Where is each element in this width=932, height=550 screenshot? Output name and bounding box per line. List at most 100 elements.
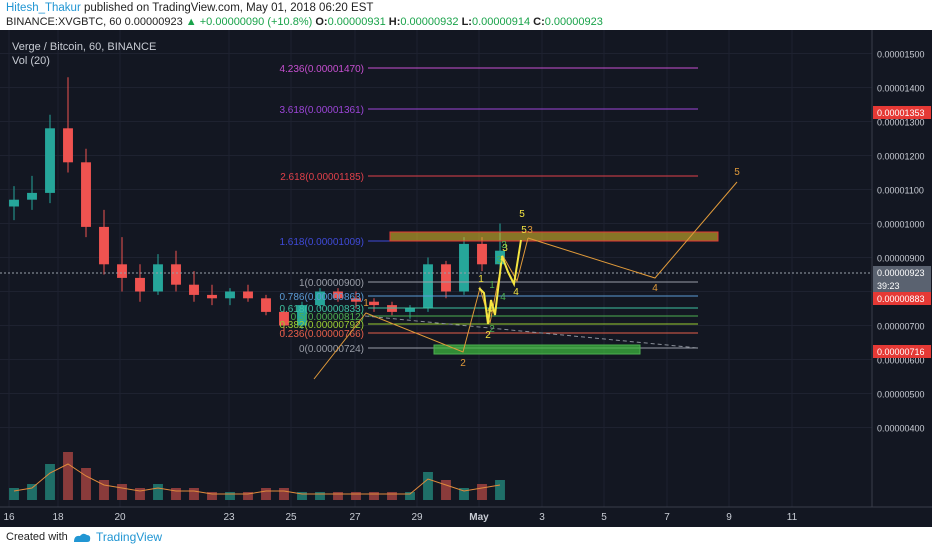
chart-header: Hitesh_Thakur published on TradingView.c…	[0, 0, 932, 30]
time-tick-label: 18	[52, 512, 64, 523]
fib-level-label: 4.236(0.00001470)	[279, 64, 364, 75]
time-tick-label: 5	[601, 512, 607, 523]
volume-bar	[387, 492, 397, 500]
volume-bar	[261, 488, 271, 500]
candle-body	[99, 226, 109, 265]
price-tag-label: 0.00000716	[877, 347, 925, 357]
price-tick-label: 0.00000900	[877, 254, 925, 264]
time-tick-label: 25	[285, 512, 297, 523]
fib-level-label: 0.382(0.00000792)	[279, 320, 364, 331]
fib-level-label: 1(0.00000900)	[299, 278, 364, 289]
wave-label: 1	[363, 298, 369, 309]
resistance-zone	[389, 231, 719, 242]
wave-label: 5	[519, 209, 525, 220]
time-tick-label: 11	[787, 512, 798, 523]
candle-body	[333, 291, 343, 299]
volume-bar	[441, 480, 451, 500]
wave-label: 1	[478, 274, 484, 285]
wave-label: 3	[502, 243, 508, 254]
candle-body	[477, 243, 487, 265]
volume-bar	[243, 492, 253, 500]
fib-level-label: 1.618(0.00001009)	[279, 237, 364, 248]
tradingview-brand[interactable]: TradingView	[96, 530, 163, 544]
time-tick-label: 29	[411, 512, 423, 523]
fib-level-label: 3.618(0.00001361)	[279, 105, 364, 116]
publish-line: Hitesh_Thakur published on TradingView.c…	[6, 2, 373, 14]
volume-bar	[81, 468, 91, 500]
candle-body	[261, 298, 271, 312]
candle-body	[45, 128, 55, 193]
fib-level-label: 2.618(0.00001185)	[280, 172, 364, 183]
candle-body	[297, 305, 307, 326]
volume-indicator-label: Vol (20)	[12, 55, 50, 67]
candle-body	[243, 291, 253, 299]
chart-canvas[interactable]: 4.236(0.00001470) 3.618(0.00001361) 2.618(…	[0, 30, 932, 527]
chart-area[interactable]: 4.236(0.00001470) 3.618(0.00001361) 2.618(…	[0, 30, 932, 527]
candle-body	[63, 128, 73, 163]
wave-label: 4	[500, 292, 506, 303]
author-link[interactable]: Hitesh_Thakur	[6, 2, 81, 14]
volume-bar	[477, 484, 487, 500]
change-text: ▲ +0.00000090 (+10.8%)	[185, 16, 313, 28]
candle-body	[423, 264, 433, 309]
candle-body	[117, 264, 127, 278]
volume-ma-line	[13, 463, 501, 495]
fib-level-label: 0.618(0.00000833)	[279, 304, 364, 315]
open-value: 0.00000931	[327, 16, 386, 28]
candle-body	[27, 192, 37, 200]
volume-bar	[315, 492, 325, 500]
volume-bar	[423, 472, 433, 500]
support-zone	[433, 344, 641, 355]
volume-bar	[171, 488, 181, 500]
candle-body	[441, 264, 451, 292]
volume-bar	[279, 488, 289, 500]
volume-bar	[153, 484, 163, 500]
time-tick-label: 16	[3, 512, 15, 523]
symbol-text: BINANCE:XVGBTC, 60	[6, 16, 122, 28]
tradingview-logo-icon[interactable]	[72, 532, 92, 544]
low-value: 0.00000914	[471, 16, 531, 28]
volume-bar	[495, 480, 505, 500]
high-value: 0.00000932	[400, 16, 459, 28]
wave-label: 2	[485, 330, 491, 341]
price-tag	[873, 106, 931, 119]
price-tick-label: 0.00000500	[877, 390, 925, 400]
candle-body	[189, 284, 199, 295]
fib-level-label: 0.236(0.00000766)	[279, 329, 364, 340]
volume-bar	[207, 492, 217, 500]
candle-body	[405, 308, 415, 312]
volume-bar	[99, 480, 109, 500]
candle-body	[153, 264, 163, 292]
price-tag	[873, 345, 931, 358]
published-text: published on TradingView.com, May 01, 20…	[84, 2, 374, 14]
candle-body	[225, 291, 235, 299]
volume-bar	[189, 488, 199, 500]
time-tick-label: 9	[726, 512, 732, 523]
wave-label: 1	[489, 280, 495, 291]
volume-bar	[459, 488, 469, 500]
time-tick-label: 23	[223, 512, 235, 523]
volume-bar	[135, 488, 145, 500]
wave-label: 5	[734, 167, 740, 178]
candle-body	[315, 291, 325, 306]
price-tick-label: 0.00001500	[877, 50, 925, 60]
wave-label: 3	[496, 255, 502, 266]
price-tick-label: 0.00001300	[877, 118, 925, 128]
candle-body	[459, 243, 469, 292]
time-tick-label: 20	[114, 512, 126, 523]
price-tag-label: 39:23	[877, 281, 900, 291]
price-tick-label: 0.00001400	[877, 84, 925, 94]
wave-label: 4	[487, 304, 493, 315]
wave-label: 2	[460, 358, 466, 369]
candle-body	[279, 311, 289, 326]
volume-bar	[27, 484, 37, 500]
footer: Created with TradingView	[0, 527, 932, 550]
wave-label: 4	[652, 283, 658, 294]
volume-bar	[9, 488, 19, 500]
low-label: L:	[461, 16, 472, 28]
price-tick-label: 0.00001200	[877, 152, 925, 162]
last-price: 0.00000923	[124, 16, 183, 28]
open-label: O:	[315, 16, 328, 28]
volume-bar	[297, 492, 307, 500]
volume-bar	[225, 492, 235, 500]
